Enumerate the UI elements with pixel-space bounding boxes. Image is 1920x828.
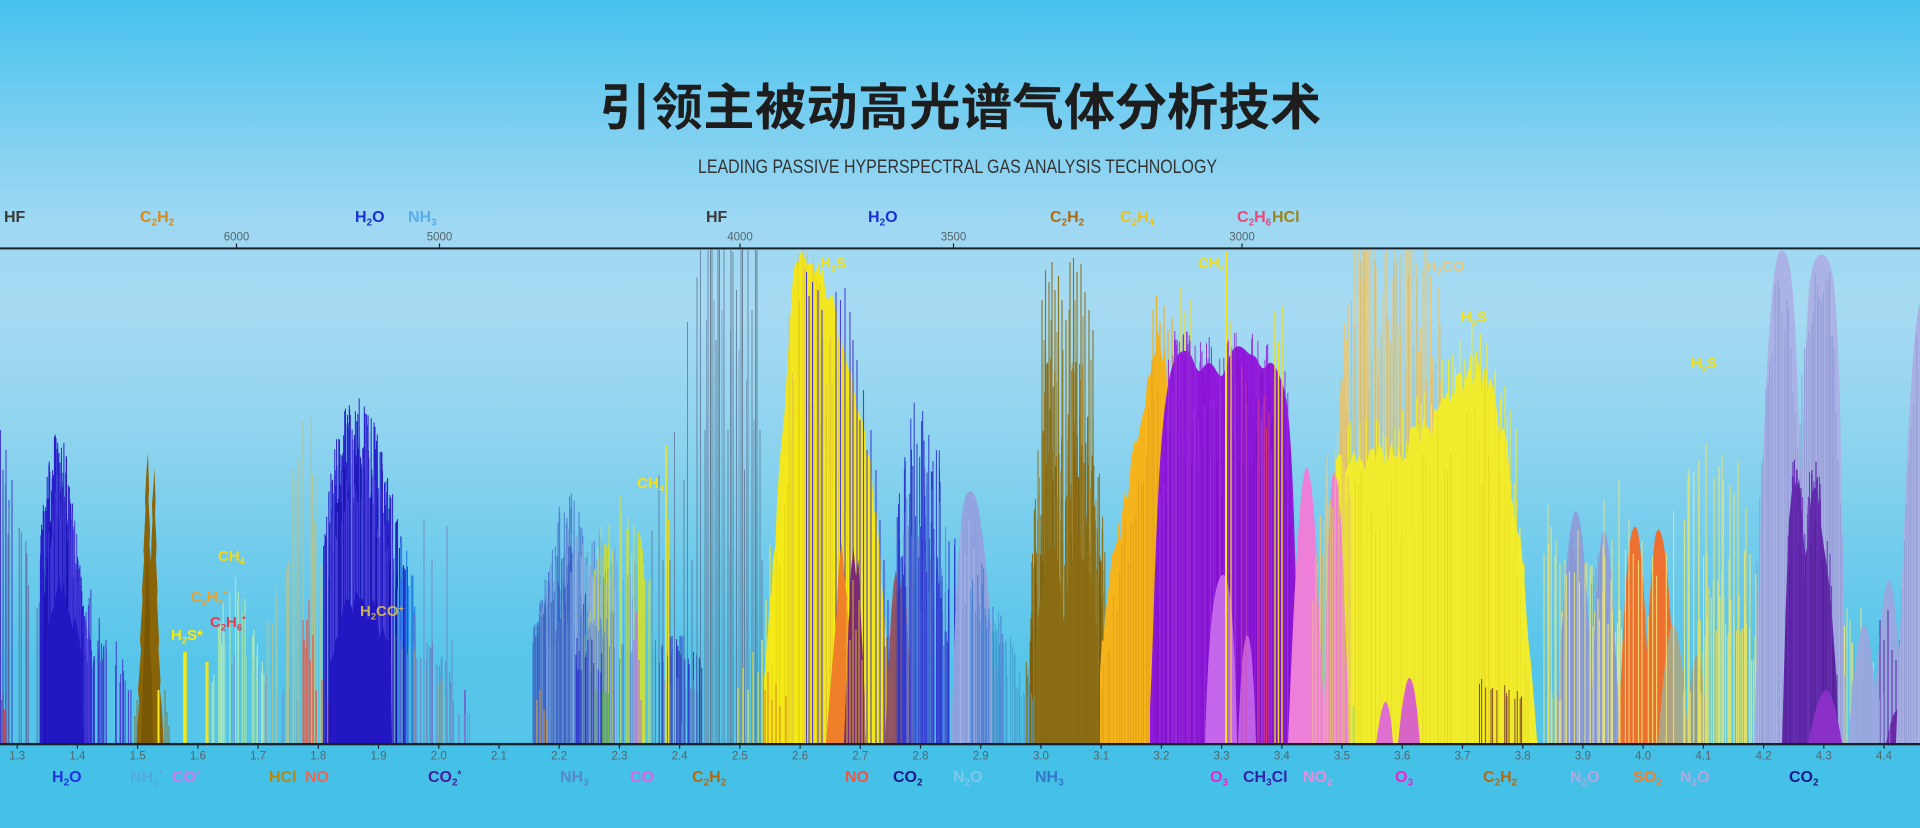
svg-text:H2S: H2S [1461,309,1487,328]
svg-text:SO2: SO2 [1633,769,1662,789]
svg-text:2.4: 2.4 [672,751,689,763]
svg-text:2.3: 2.3 [611,751,627,763]
svg-text:1.8: 1.8 [310,751,326,763]
svg-text:4.0: 4.0 [1635,751,1651,763]
svg-text:H2CO: H2CO [1426,258,1465,277]
svg-text:C2H2: C2H2 [1483,769,1518,789]
svg-text:CO2*: CO2* [428,769,462,789]
svg-text:C2H6: C2H6 [1237,209,1272,229]
svg-text:CO: CO [630,769,654,786]
svg-text:H2O: H2O [355,209,385,229]
svg-text:4.1: 4.1 [1695,751,1711,763]
svg-text:H2O: H2O [52,769,82,789]
svg-text:CH3Cl: CH3Cl [1243,769,1288,789]
svg-text:2.5: 2.5 [732,751,748,763]
svg-text:1.5: 1.5 [130,751,146,763]
svg-text:2.2: 2.2 [551,751,567,763]
svg-text:1.9: 1.9 [371,751,387,763]
svg-text:H2O: H2O [868,209,898,229]
svg-text:3000: 3000 [1229,232,1255,244]
svg-text:NO: NO [305,769,329,786]
svg-text:C2H2: C2H2 [140,209,175,229]
svg-text:3.5: 3.5 [1334,751,1350,763]
svg-text:HCl: HCl [1272,209,1300,226]
svg-text:2.7: 2.7 [852,751,868,763]
svg-text:2.6: 2.6 [792,751,808,763]
svg-text:1.6: 1.6 [190,751,206,763]
svg-text:C2H2: C2H2 [1050,209,1085,229]
svg-text:1.4: 1.4 [69,751,86,763]
svg-text:H2S: H2S [1691,355,1717,374]
svg-text:NH3: NH3 [560,769,589,789]
svg-text:C2H6*: C2H6* [210,614,246,633]
svg-text:2.0: 2.0 [431,751,447,763]
svg-text:3.9: 3.9 [1575,751,1591,763]
svg-text:CH4: CH4 [218,548,246,567]
svg-text:1.7: 1.7 [250,751,266,763]
svg-text:1.3: 1.3 [9,751,25,763]
svg-text:CH4: CH4 [1198,255,1226,274]
svg-text:3.8: 3.8 [1515,751,1531,763]
svg-text:CO2: CO2 [1789,769,1819,789]
svg-text:C2H2: C2H2 [692,769,727,789]
svg-text:CO*: CO* [172,769,200,786]
svg-text:C2H4*: C2H4* [191,589,227,608]
svg-text:NH3*: NH3* [130,769,163,789]
svg-text:3.3: 3.3 [1214,751,1230,763]
svg-text:HF: HF [4,209,26,226]
svg-text:4.2: 4.2 [1756,751,1772,763]
svg-text:NH3: NH3 [1035,769,1064,789]
svg-text:N2O: N2O [953,769,983,789]
svg-text:O3: O3 [1395,769,1413,789]
svg-text:3.2: 3.2 [1153,751,1169,763]
svg-text:HF: HF [706,209,728,226]
svg-text:NO: NO [845,769,869,786]
svg-text:3.0: 3.0 [1033,751,1049,763]
svg-text:H2S: H2S [820,255,846,274]
svg-text:2.9: 2.9 [973,751,989,763]
svg-text:LEADING PASSIVE HYPERSPECTRAL: LEADING PASSIVE HYPERSPECTRAL GAS ANALYS… [698,156,1217,178]
svg-text:3.6: 3.6 [1394,751,1410,763]
svg-text:5000: 5000 [427,232,453,244]
svg-text:NH3: NH3 [408,209,437,229]
svg-text:O3: O3 [1210,769,1228,789]
svg-text:N2O: N2O [1680,769,1710,789]
svg-text:4.3: 4.3 [1816,751,1832,763]
svg-text:CH4: CH4 [637,475,665,494]
svg-text:4000: 4000 [727,232,753,244]
svg-text:4.4: 4.4 [1876,751,1893,763]
svg-text:2.8: 2.8 [913,751,929,763]
svg-text:N2O: N2O [1570,769,1600,789]
svg-text:CO2: CO2 [893,769,923,789]
svg-text:3500: 3500 [941,232,967,244]
svg-text:H2S*: H2S* [171,627,203,646]
svg-text:HCl: HCl [269,769,297,786]
svg-text:NO2: NO2 [1303,769,1333,789]
svg-text:3.7: 3.7 [1454,751,1470,763]
svg-text:H2CO+: H2CO+ [360,603,405,622]
svg-text:C2H4: C2H4 [1120,209,1155,229]
svg-text:6000: 6000 [224,232,250,244]
svg-text:3.1: 3.1 [1093,751,1109,763]
svg-text:3.4: 3.4 [1274,751,1291,763]
svg-text:2.1: 2.1 [491,751,507,763]
